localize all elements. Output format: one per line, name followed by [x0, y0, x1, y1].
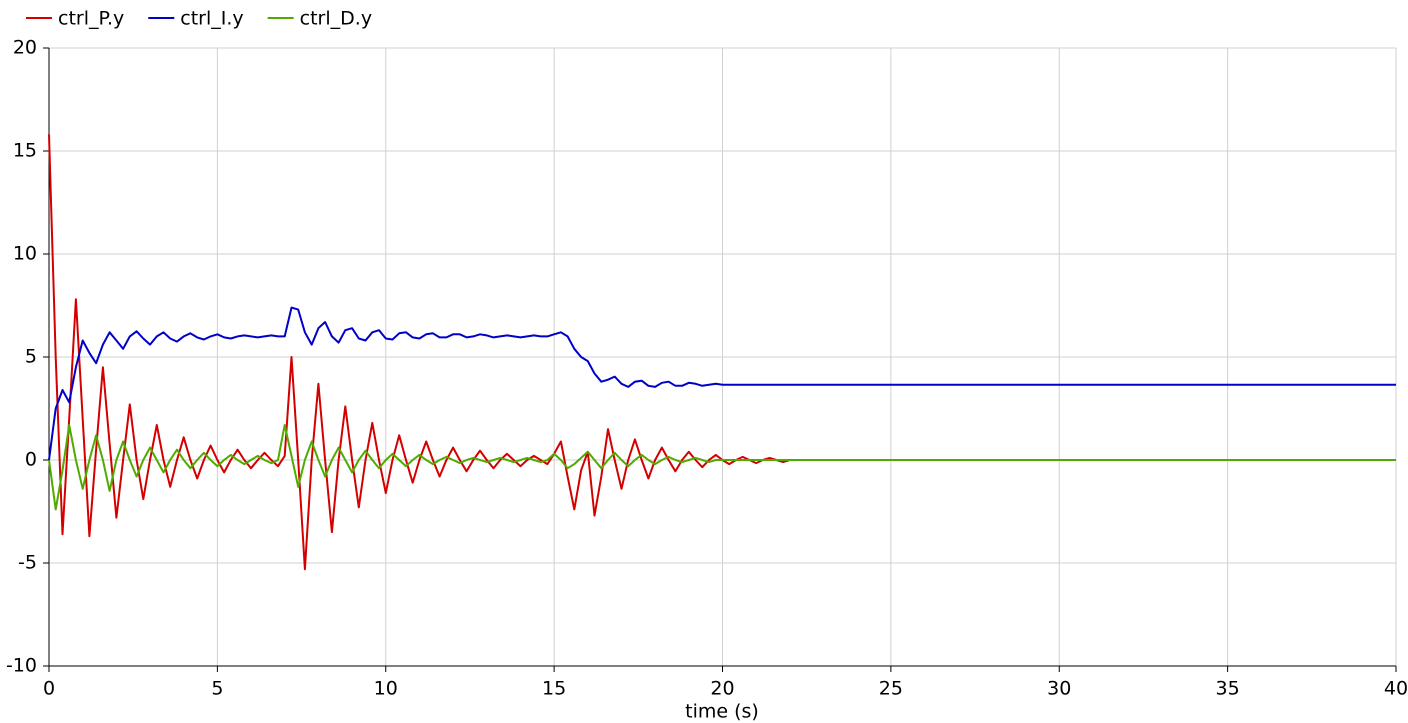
- x-tick-label: 5: [211, 678, 223, 700]
- y-tick-label: -5: [18, 552, 37, 574]
- x-tick-label: 0: [43, 678, 55, 700]
- x-tick-label: 35: [1216, 678, 1240, 700]
- series-line: [48, 306, 1396, 461]
- y-tick-label: 0: [25, 449, 37, 471]
- y-tick-label: 20: [13, 37, 37, 59]
- x-axis-label: time (s): [685, 701, 759, 723]
- series-line: [48, 424, 1396, 511]
- x-tick-label: 15: [542, 678, 566, 700]
- y-tick-label: 5: [25, 346, 37, 368]
- legend-label: ctrl_I.y: [180, 8, 243, 30]
- x-tick-label: 30: [1047, 678, 1071, 700]
- y-tick-label: 15: [13, 140, 37, 162]
- x-tick-label: 40: [1384, 678, 1408, 700]
- y-tick-label: -10: [6, 655, 37, 677]
- legend-label: ctrl_D.y: [300, 8, 372, 30]
- x-tick-label: 10: [374, 678, 398, 700]
- x-tick-label: 25: [879, 678, 903, 700]
- legend-label: ctrl_P.y: [58, 8, 124, 30]
- x-tick-label: 20: [710, 678, 734, 700]
- y-tick-label: 10: [13, 243, 37, 265]
